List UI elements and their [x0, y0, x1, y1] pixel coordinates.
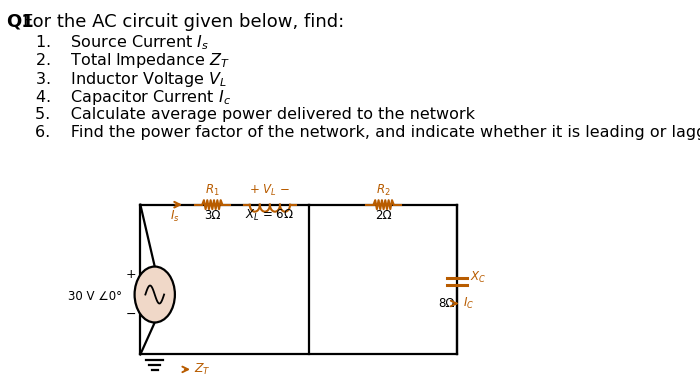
Text: 30 V ∠0°: 30 V ∠0° — [68, 290, 122, 303]
Text: 2.    Total Impedance $Z_T$: 2. Total Impedance $Z_T$ — [34, 52, 230, 70]
Text: 3.    Inductor Voltage $V_L$: 3. Inductor Voltage $V_L$ — [34, 70, 227, 89]
Text: $I_s$: $I_s$ — [170, 209, 180, 224]
Text: $Z_T$: $Z_T$ — [195, 362, 211, 377]
Text: Q1: Q1 — [6, 13, 34, 31]
Text: 5.    Calculate average power delivered to the network: 5. Calculate average power delivered to … — [34, 107, 475, 122]
Text: −: − — [126, 308, 136, 321]
Text: $X_C$: $X_C$ — [470, 270, 486, 285]
Text: For the AC circuit given below, find:: For the AC circuit given below, find: — [23, 13, 344, 31]
Text: $R_2$: $R_2$ — [377, 183, 391, 198]
Text: $I_C$: $I_C$ — [463, 296, 474, 311]
Text: 6.    Find the power factor of the network, and indicate whether it is leading o: 6. Find the power factor of the network,… — [34, 125, 700, 140]
Text: 1.    Source Current $I_s$: 1. Source Current $I_s$ — [34, 33, 209, 52]
Text: 3Ω: 3Ω — [204, 209, 220, 222]
Text: + $V_L$ −: + $V_L$ − — [249, 183, 290, 198]
Text: 8Ω: 8Ω — [439, 297, 455, 310]
Circle shape — [134, 266, 175, 323]
Text: +: + — [126, 268, 136, 281]
Text: $R_1$: $R_1$ — [205, 183, 220, 198]
Text: $X_L$ = 6Ω: $X_L$ = 6Ω — [246, 208, 294, 223]
Text: 2Ω: 2Ω — [375, 209, 392, 222]
Text: 4.    Capacitor Current $I_c$: 4. Capacitor Current $I_c$ — [34, 88, 230, 107]
